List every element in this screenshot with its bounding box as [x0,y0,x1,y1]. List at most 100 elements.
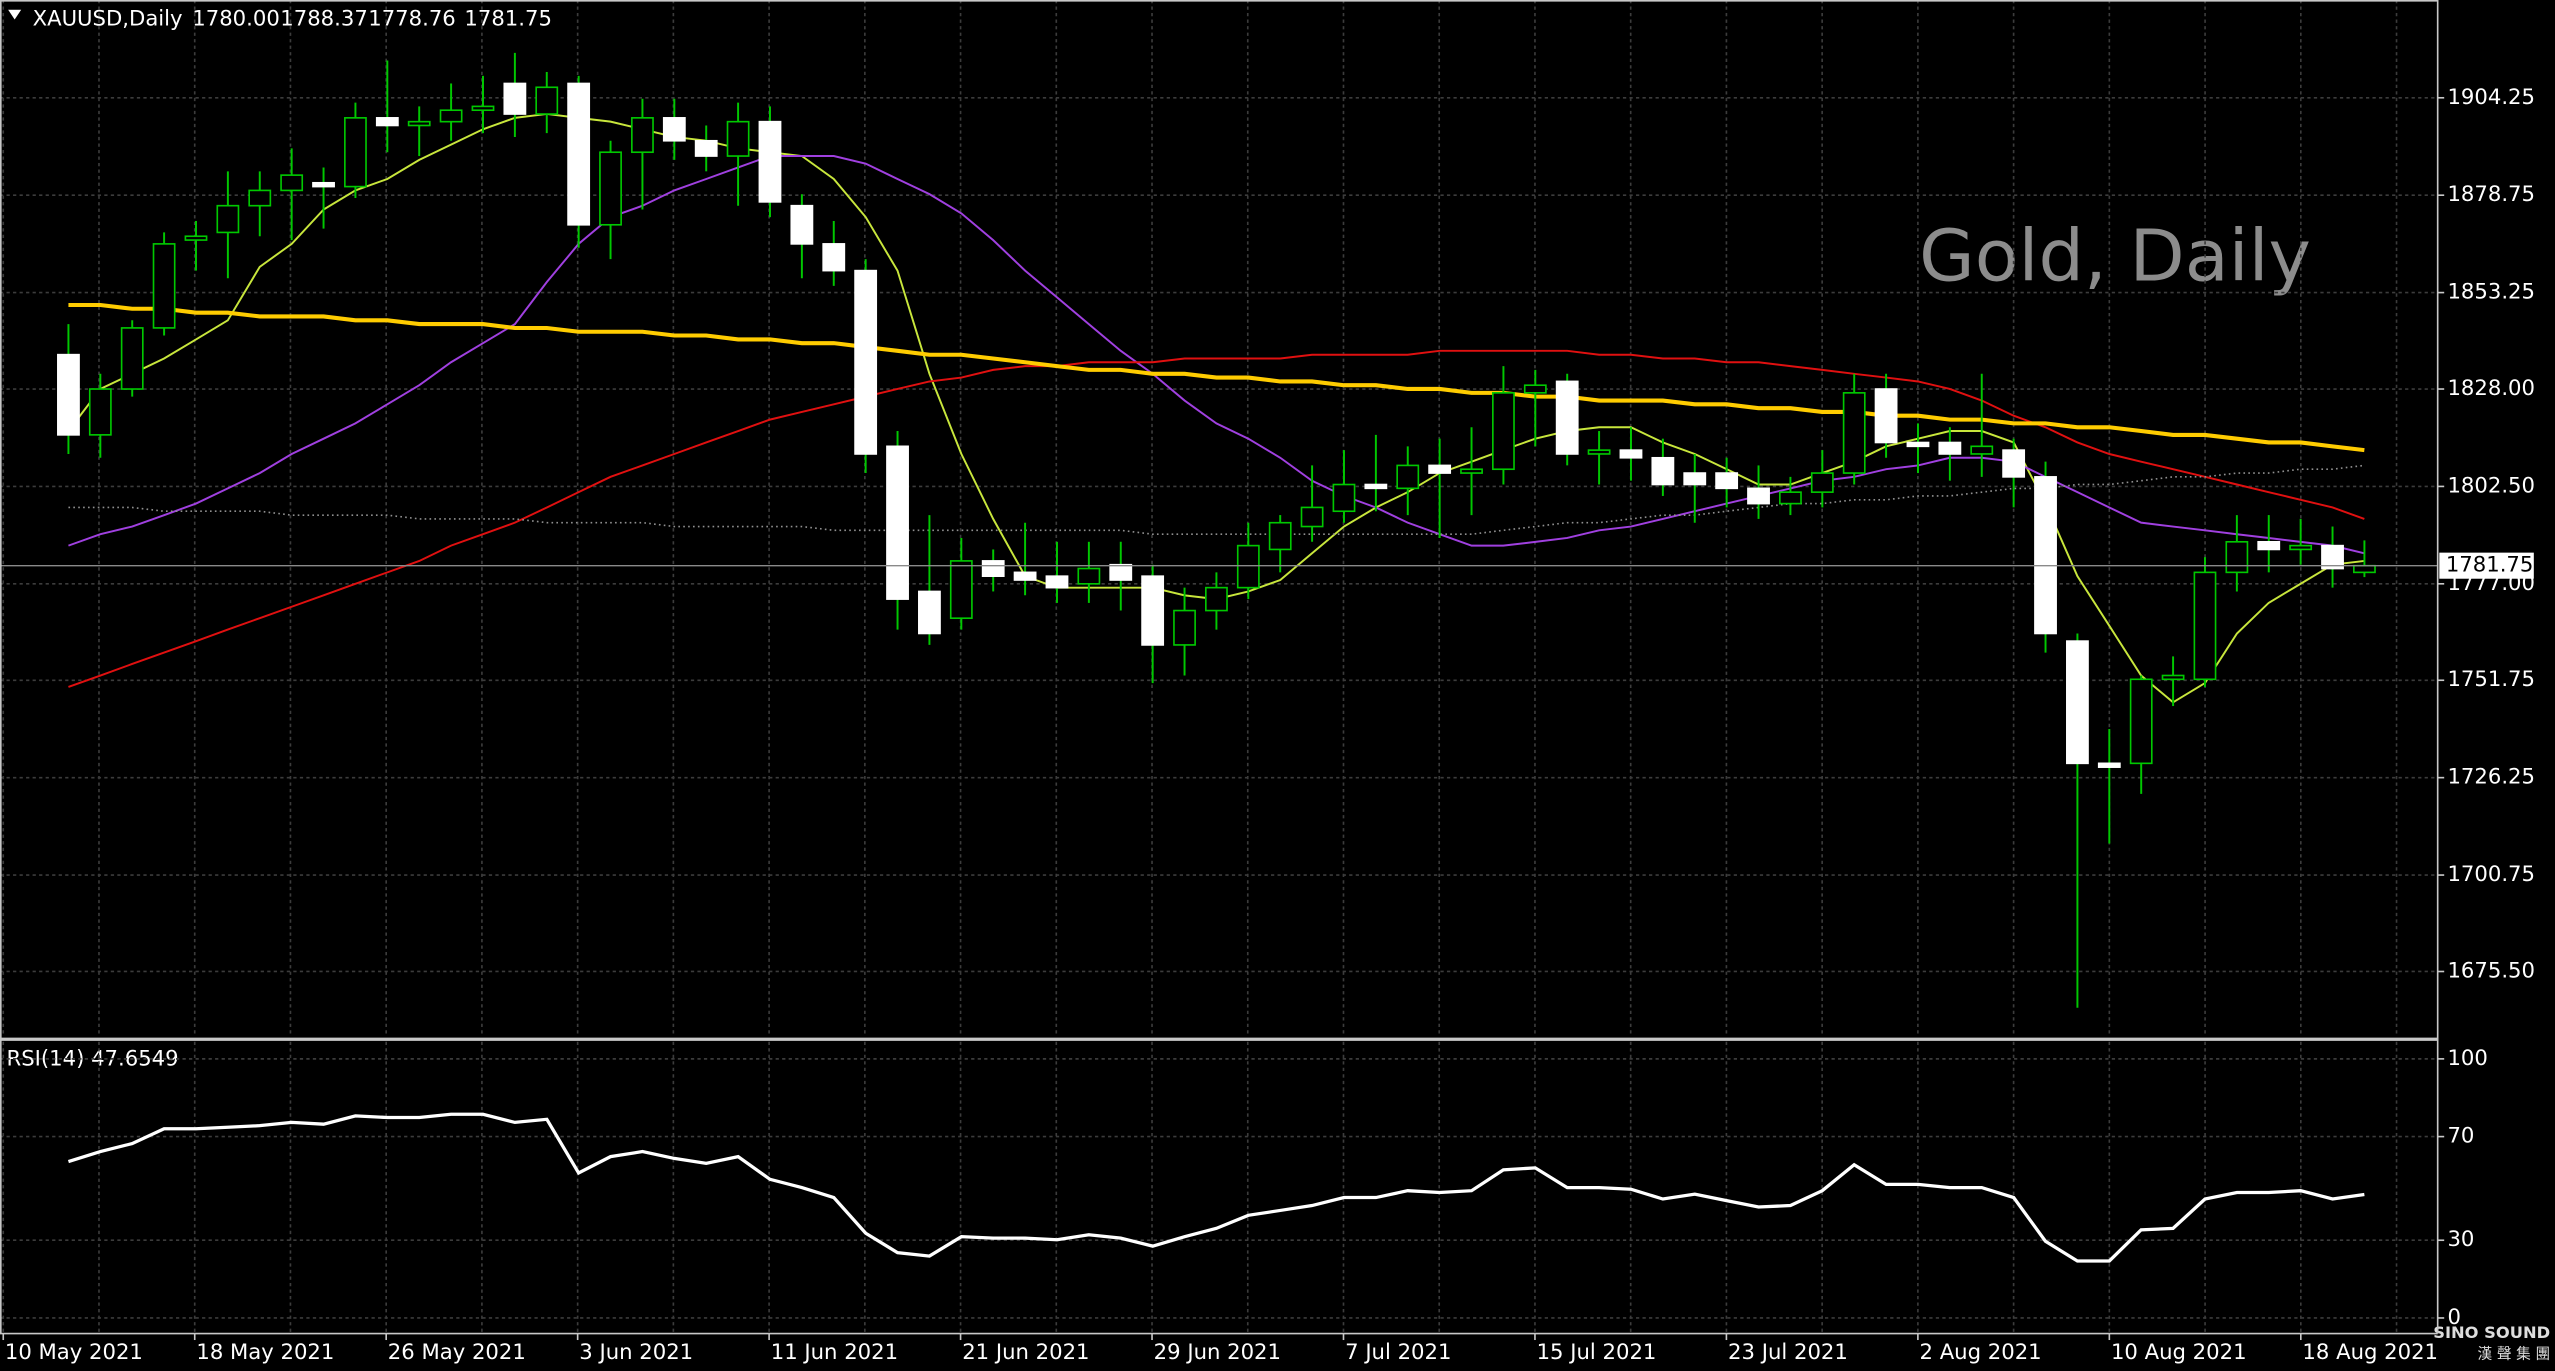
current-price-label: 1781.75 [2446,552,2534,577]
candle-body [1492,392,1515,471]
candle-body [1460,468,1483,474]
candle-body [1651,456,1675,486]
y-tick-label: 1828.00 [2447,375,2535,400]
x-tick-label: 2 Aug 2021 [1920,1339,2042,1364]
candle-body [2257,540,2281,551]
candle-body [1683,472,1707,486]
candle-body [631,117,654,154]
candle-body [503,82,527,115]
x-tick-label: 11 Jun 2021 [771,1339,898,1364]
x-tick-label: 15 Jul 2021 [1537,1339,1657,1364]
candle-body [1300,506,1324,528]
current-price-box [2439,552,2534,579]
candle-body [1779,491,1802,505]
candle-body [1364,483,1388,490]
header-value: 1778.76 [368,6,456,31]
candle-body [2289,544,2313,551]
candle-body [822,243,846,272]
candle-body [1077,567,1101,585]
candle-body [1173,609,1196,646]
candle-body [2129,678,2153,765]
candle-body [407,120,431,127]
y-tick-label: 1726.25 [2447,764,2535,789]
candle-body [694,139,718,157]
candle-body [886,445,909,600]
candle-body [57,353,80,436]
candle-body [1810,472,1834,493]
candle-body [1523,384,1547,394]
header-value: 1780.00 [192,6,280,31]
y-tick-label: 1802.50 [2447,472,2535,497]
candle-body [1141,575,1165,646]
candle-body [2353,564,2376,574]
y-tick-label: 1751.75 [2447,666,2535,691]
candle-body [1715,472,1739,490]
logo-name: SINO SOUND [2433,1323,2550,1342]
candle-body [918,590,941,635]
candle-body [567,82,591,226]
candle-body [2193,571,2217,681]
candle-body [152,243,176,329]
candle-body [344,117,367,188]
y-tick-label: 1853.25 [2447,279,2535,304]
x-tick-label: 18 Aug 2021 [2302,1339,2438,1364]
y-tick-label: 70 [2447,1123,2474,1148]
header-value: 1788.37 [280,6,368,31]
candle-body [981,560,1005,577]
candle-body [2002,449,2026,478]
x-tick-label: 10 Aug 2021 [2111,1339,2247,1364]
candle-body [1587,449,1611,455]
candle-body [1938,441,1962,455]
y-tick-label: 1675.50 [2447,957,2535,982]
candle-body [312,181,335,188]
candle-body [439,109,463,123]
candle-body [2225,540,2249,574]
candle-body [1045,575,1069,589]
candle-body [1236,544,1260,589]
candle-body [120,327,144,390]
x-tick-label: 7 Jul 2021 [1345,1339,1451,1364]
x-tick-label: 29 Jun 2021 [1154,1339,1281,1364]
x-tick-label: 3 Jun 2021 [579,1339,693,1364]
x-tick-label: 26 May 2021 [388,1339,526,1364]
candle-body [280,174,304,192]
candle-body [1109,563,1133,581]
candle-body [1555,380,1579,455]
candle-body [790,204,814,245]
candle-body [535,86,559,115]
header-value: 1781.75 [464,6,552,31]
y-tick-label: 0 [2447,1304,2460,1329]
candle-body [854,269,878,455]
candle-body [1970,445,1994,455]
candle-body [1205,586,1228,612]
y-tick-label: 1878.75 [2447,181,2535,206]
candle-body [2321,544,2344,570]
candle-body [2161,674,2185,681]
x-tick-label: 18 May 2021 [196,1339,334,1364]
candle-body [758,120,782,203]
candle-body [1332,483,1356,513]
candle-body [2066,640,2089,765]
moving-average-line [68,464,2365,536]
candle-body [375,117,399,127]
x-tick-label: 23 Jul 2021 [1728,1339,1848,1364]
x-tick-label: 21 Jun 2021 [962,1339,1089,1364]
candle-body [1747,487,1770,505]
candle-body [216,204,240,234]
candle-body [471,105,495,112]
x-tick-label: 10 May 2021 [5,1339,143,1364]
candle-body [248,189,272,207]
candle-body [1013,571,1037,581]
candle-body [726,120,750,157]
symbol-title: XAUUSD,Daily [33,6,183,31]
candle-body [88,388,112,436]
menu-arrow[interactable] [8,9,22,20]
candle-body [1842,392,1866,474]
rsi-line [67,1112,2365,1263]
candle-body [1268,521,1292,551]
logo-subtitle: 漢 聲 集 團 [2478,1346,2551,1363]
candle-body [2034,476,2057,635]
candle-body [2097,762,2121,768]
